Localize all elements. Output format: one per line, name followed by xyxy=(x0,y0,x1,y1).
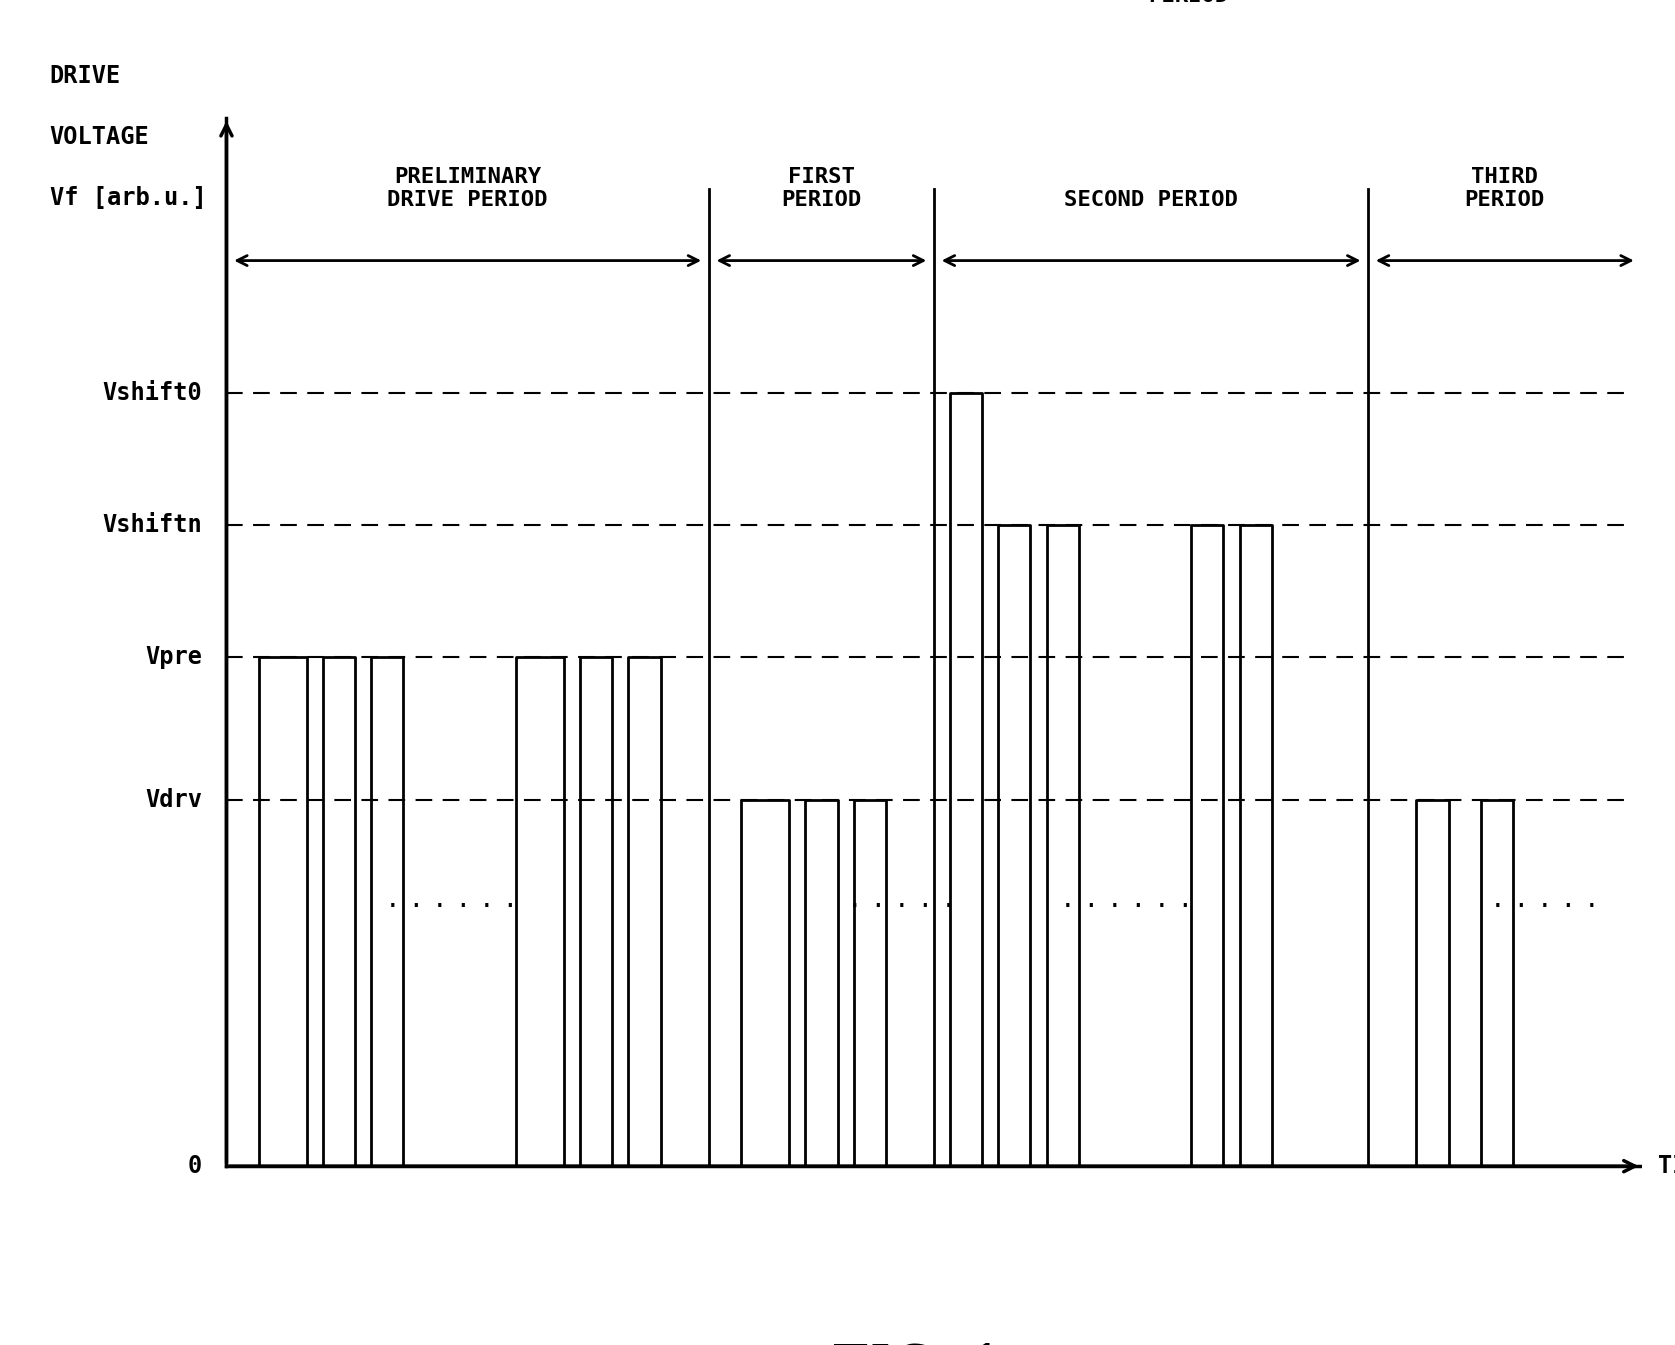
Text: . . . . .: . . . . . xyxy=(1492,892,1598,911)
Text: . . . . . .: . . . . . . xyxy=(1062,892,1191,911)
Text: . . . . . .: . . . . . . xyxy=(387,892,516,911)
Text: TIME: TIME xyxy=(1658,1154,1675,1178)
Text: . . . . .: . . . . . xyxy=(849,892,955,911)
Text: Vpre: Vpre xyxy=(146,646,203,670)
Text: 0: 0 xyxy=(188,1154,203,1178)
Text: SECOND PERIOD: SECOND PERIOD xyxy=(1064,190,1238,210)
Text: Vshift0: Vshift0 xyxy=(102,381,203,405)
Text: FIRST
PERIOD: FIRST PERIOD xyxy=(781,167,861,210)
Text: DRIVE: DRIVE xyxy=(50,63,121,87)
Text: Vdrv: Vdrv xyxy=(146,788,203,812)
Text: Vshiftn: Vshiftn xyxy=(102,514,203,537)
Text: PRELIMINARY
DRIVE PERIOD: PRELIMINARY DRIVE PERIOD xyxy=(387,167,548,210)
Text: FIG. 1: FIG. 1 xyxy=(831,1342,1005,1345)
Text: CHARACTERISTIC
ADJUSTMENT DRIVE
PERIOD: CHARACTERISTIC ADJUSTMENT DRIVE PERIOD xyxy=(1149,0,1362,7)
Text: THIRD
PERIOD: THIRD PERIOD xyxy=(1464,167,1544,210)
Text: VOLTAGE: VOLTAGE xyxy=(50,125,149,149)
Text: Vf [arb.u.]: Vf [arb.u.] xyxy=(50,186,206,210)
